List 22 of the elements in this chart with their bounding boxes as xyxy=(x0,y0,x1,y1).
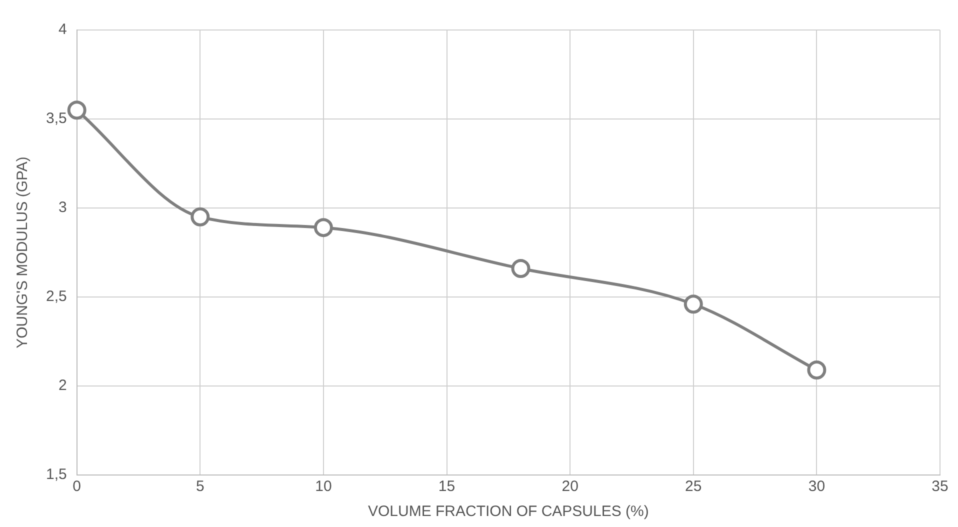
x-tick-label: 25 xyxy=(685,478,702,496)
point xyxy=(684,294,703,314)
point xyxy=(190,207,210,226)
x-tick-label: 15 xyxy=(438,478,456,496)
point xyxy=(67,100,86,120)
x-tick-label: 5 xyxy=(196,478,204,496)
y-tick-label: 4 xyxy=(58,21,67,38)
x-tick-label: 30 xyxy=(808,478,826,496)
point xyxy=(314,218,333,238)
y-tick-label: 2 xyxy=(58,377,67,394)
x-tick-label: 0 xyxy=(72,478,82,496)
x-tick-label: 20 xyxy=(562,478,578,496)
y-axis-title: YOUNG'S MODULUS (GPA) xyxy=(14,156,32,348)
y-tick-label: 2,5 xyxy=(46,288,67,306)
x-axis-title: VOLUME FRACTION OF CAPSULES (%) xyxy=(368,503,649,520)
y-tick-label: 3 xyxy=(58,199,67,216)
y-tick-label: 3,5 xyxy=(46,110,67,128)
x-tick-label: 10 xyxy=(315,478,332,496)
point xyxy=(807,360,826,380)
point xyxy=(511,259,530,278)
x-tick-label: 35 xyxy=(932,478,948,496)
y-tick-label: 1,5 xyxy=(46,466,67,484)
